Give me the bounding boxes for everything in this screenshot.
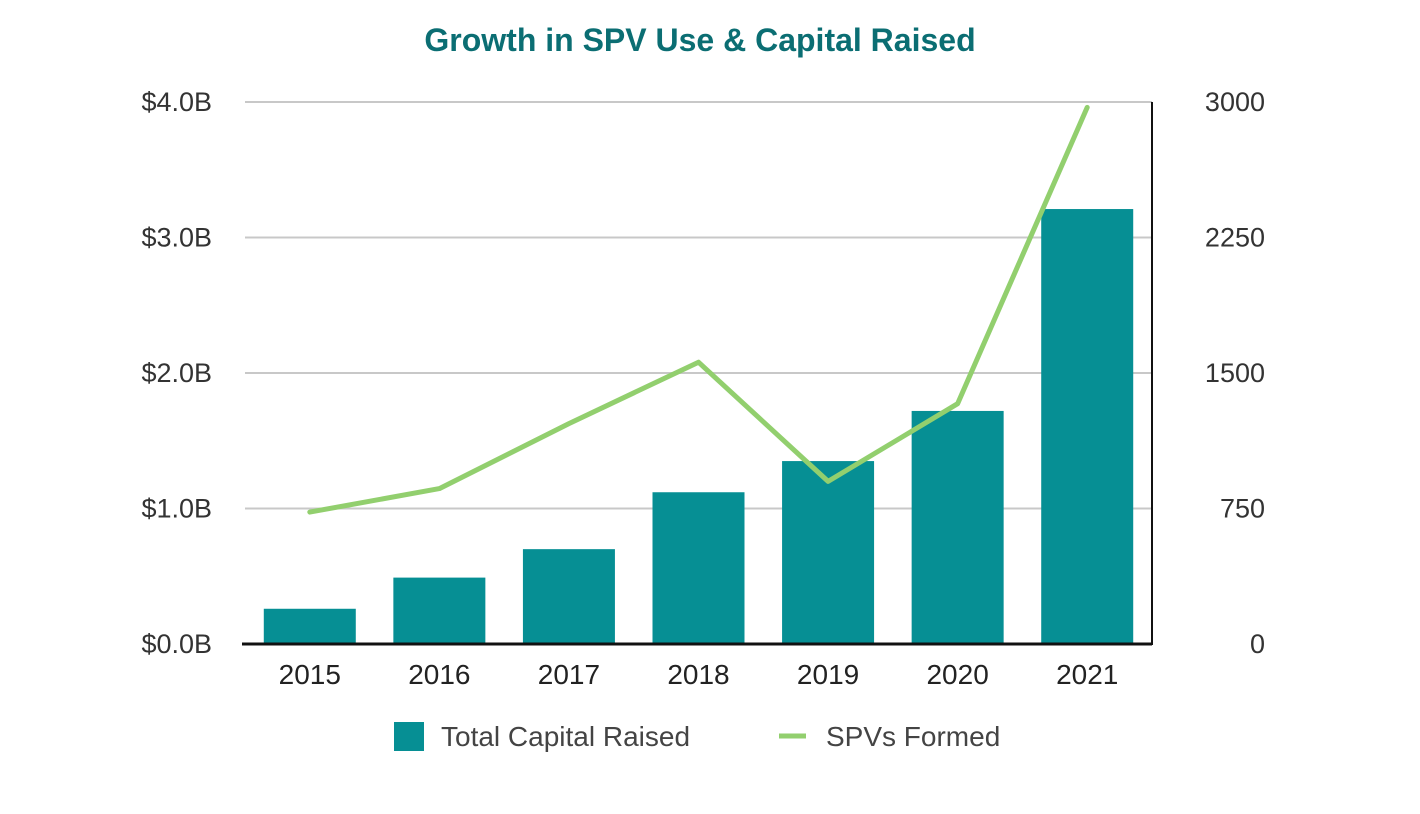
y-right-tick-label: 0 — [1250, 629, 1265, 659]
y-left-tick-label: $0.0B — [141, 629, 212, 659]
y-right-tick-label: 1500 — [1205, 358, 1265, 388]
x-tick-label: 2021 — [1056, 659, 1118, 690]
bar — [393, 577, 486, 644]
y-right-tick-label: 2250 — [1205, 223, 1265, 253]
x-tick-label: 2015 — [279, 659, 341, 690]
bar — [782, 461, 875, 644]
x-tick-label: 2019 — [797, 659, 859, 690]
chart-title: Growth in SPV Use & Capital Raised — [424, 22, 976, 58]
x-tick-label: 2018 — [667, 659, 729, 690]
x-tick-label: 2020 — [926, 659, 988, 690]
legend-label-total-capital-raised: Total Capital Raised — [441, 721, 690, 752]
y-left-tick-label: $2.0B — [141, 358, 212, 388]
bar — [1041, 209, 1134, 645]
bar — [263, 608, 356, 644]
y-right-tick-label: 3000 — [1205, 87, 1265, 117]
x-tick-label: 2016 — [408, 659, 470, 690]
legend-swatch-total-capital-raised — [394, 722, 424, 751]
y-left-tick-label: $3.0B — [141, 223, 212, 253]
y-left-tick-label: $1.0B — [141, 494, 212, 524]
line-series-spvs-formed — [307, 104, 1090, 515]
bar — [911, 410, 1004, 644]
y-left-tick-label: $4.0B — [141, 87, 212, 117]
y-right-tick-label: 750 — [1220, 494, 1265, 524]
x-tick-label: 2017 — [538, 659, 600, 690]
bar — [522, 549, 615, 644]
legend-label-spvs-formed: SPVs Formed — [826, 721, 1000, 752]
bar — [652, 492, 745, 644]
